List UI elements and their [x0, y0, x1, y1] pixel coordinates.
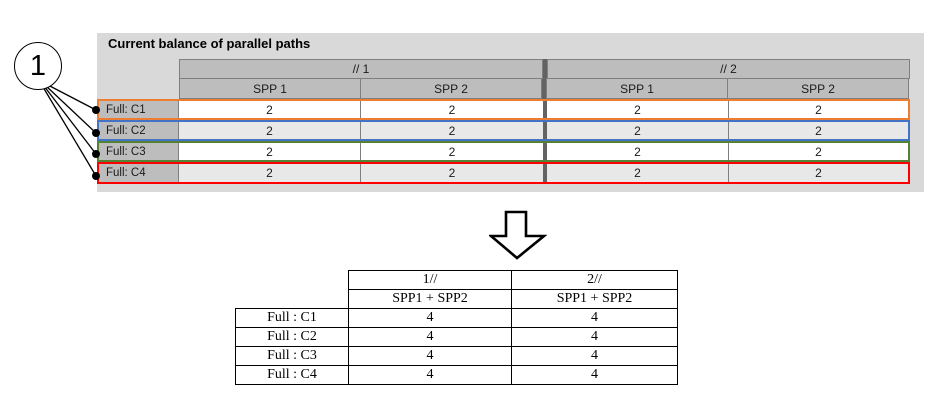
bottom-table-row-c1: Full : C1 4 4: [235, 308, 678, 328]
row-label-cell: Full: C4: [99, 164, 179, 182]
top-table: // 1 // 2 SPP 1 SPP 2 SPP 1 SPP 2 Full: …: [97, 59, 910, 184]
connector-dot: [92, 150, 100, 158]
row-label-cell: Full: C2: [99, 122, 179, 139]
sub-header-cell: SPP 2: [727, 78, 909, 99]
data-cell: 2: [815, 166, 822, 180]
group-header-parallel-2: // 2: [547, 59, 910, 79]
connector-dot: [92, 172, 100, 180]
data-cell: 2: [179, 164, 361, 182]
parallel-divider: [543, 101, 547, 118]
bottom-data-cell: 4: [511, 346, 678, 366]
table-row-c3: Full: C3 2 2 2 2: [97, 141, 910, 162]
data-cell: 2: [547, 101, 729, 118]
row-label-cell: Full: C1: [99, 101, 179, 118]
parallel-divider: [543, 122, 547, 139]
bottom-data-cell: 4: [511, 365, 678, 385]
bottom-data-cell: 4: [348, 365, 512, 385]
bottom-group-header-2: 2//: [511, 270, 678, 290]
table-row-c4: Full: C4 2 2 2 2: [97, 162, 910, 184]
bottom-group-header-1: 1//: [348, 270, 512, 290]
bottom-sub-header-cell: SPP1 + SPP2: [348, 289, 512, 309]
bottom-group-header-row: 1// 2//: [236, 270, 678, 290]
data-cell: 2: [815, 144, 822, 159]
data-cell: 2: [815, 102, 822, 117]
bottom-corner-spacer: [236, 290, 349, 309]
connector-dot: [92, 129, 100, 137]
connector-lines: [42, 83, 100, 180]
bottom-data-cell: 4: [511, 327, 678, 347]
parallel-divider: [543, 59, 547, 79]
data-cell: 2: [448, 166, 456, 180]
data-cell: 2: [815, 123, 822, 138]
data-cell: 2: [547, 122, 729, 139]
top-table-title: Current balance of parallel paths: [108, 36, 311, 51]
bottom-row-label: Full : C4: [235, 365, 349, 385]
group-header-row: // 1 // 2: [97, 59, 910, 79]
bottom-row-label: Full : C1: [235, 308, 349, 328]
bottom-table-row-c2: Full : C2 4 4: [235, 327, 678, 347]
sub-header-cell: SPP 1: [179, 78, 361, 99]
row-label-cell: Full: C3: [99, 143, 179, 160]
sub-header-cell: SPP 1: [546, 78, 728, 99]
data-cell: 2: [448, 102, 456, 117]
bottom-data-cell: 4: [348, 346, 512, 366]
parallel-divider: [543, 143, 547, 160]
down-arrow-icon: [489, 210, 547, 260]
data-cell: 2: [179, 101, 361, 118]
bottom-row-label: Full : C2: [235, 327, 349, 347]
data-cell: 2: [448, 123, 456, 138]
table-row-c2: Full: C2 2 2 2 2: [97, 120, 910, 141]
sub-header-cell: SPP 2: [360, 78, 542, 99]
bottom-data-cell: 4: [348, 308, 512, 328]
data-cell: 2: [179, 143, 361, 160]
bottom-table-row-c4: Full : C4 4 4: [235, 365, 678, 385]
bottom-sub-header-row: SPP1 + SPP2 SPP1 + SPP2: [236, 289, 678, 309]
bottom-row-label: Full : C3: [235, 346, 349, 366]
data-cell: 2: [547, 143, 729, 160]
data-cell: 2: [448, 144, 456, 159]
bottom-table-row-c3: Full : C3 4 4: [235, 346, 678, 366]
data-cell: 2: [179, 122, 361, 139]
bottom-data-cell: 4: [511, 308, 678, 328]
sub-header-row: SPP 1 SPP 2 SPP 1 SPP 2: [97, 78, 910, 99]
callout-circle: 1: [14, 42, 62, 90]
group-header-parallel-1: // 1: [179, 59, 543, 79]
bottom-table: 1// 2// SPP1 + SPP2 SPP1 + SPP2 Full : C…: [235, 270, 678, 385]
bottom-corner-spacer: [236, 271, 349, 290]
bottom-data-cell: 4: [348, 327, 512, 347]
data-cell: 2: [547, 164, 729, 182]
parallel-divider: [542, 79, 546, 99]
connector-dot: [92, 106, 100, 114]
parallel-divider: [543, 164, 547, 182]
table-row-c1: Full: C1 2 2 2 2: [97, 99, 910, 120]
callout-number: 1: [29, 49, 47, 82]
bottom-sub-header-cell: SPP1 + SPP2: [511, 289, 678, 309]
